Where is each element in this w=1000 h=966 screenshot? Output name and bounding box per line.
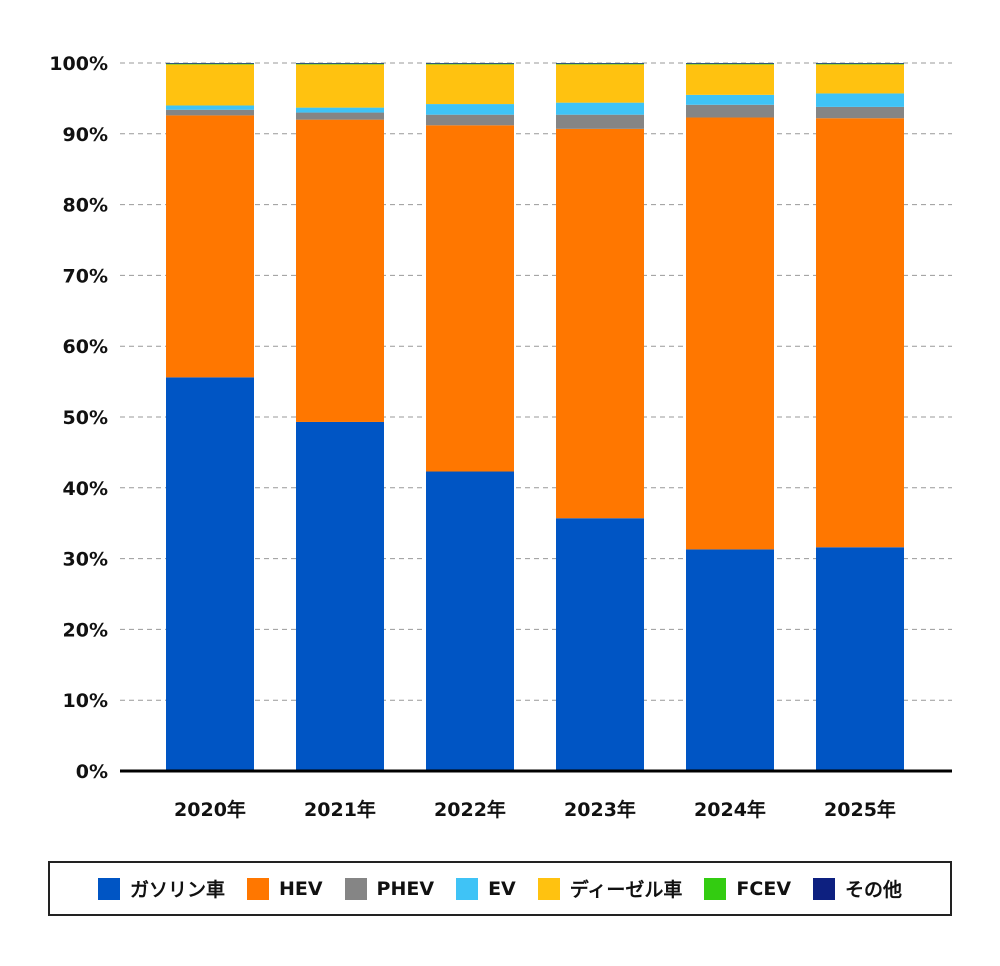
y-tick-label: 0% [76, 761, 108, 783]
bar-segment [556, 128, 644, 519]
bar-segment [686, 64, 774, 95]
gridlines [120, 62, 952, 701]
stacked-bar-chart: 0%10%20%30%40%50%60%70%80%90%100% 2020年 2… [49, 53, 952, 821]
legend-item: その他 [813, 875, 902, 902]
y-tick-label: 80% [63, 195, 108, 217]
bar-segment [556, 114, 644, 129]
y-tick-label: 90% [63, 124, 108, 146]
bar-segment [686, 94, 774, 105]
legend-item: FCEV [704, 877, 792, 900]
legend-item: HEV [246, 877, 323, 900]
bar-segment [426, 125, 514, 472]
legend-label: ガソリン車 [129, 879, 225, 901]
y-tick-label: 60% [63, 336, 108, 358]
y-tick-label: 70% [63, 265, 108, 287]
bar-segment [816, 118, 904, 548]
legend-swatch [456, 877, 479, 900]
bar-segment [296, 63, 384, 64]
bar-segment [166, 109, 254, 116]
bars [166, 63, 904, 771]
bar-segment [686, 104, 774, 118]
legend-label: その他 [845, 879, 903, 901]
bar-segment [556, 102, 644, 115]
bar-segment [426, 114, 514, 126]
y-tick-label: 50% [63, 407, 108, 429]
legend-swatch [813, 877, 836, 900]
legend-item: PHEV [344, 877, 435, 900]
bar-segment [556, 63, 644, 65]
y-tick-label: 10% [63, 690, 108, 712]
x-axis-ticks: 2020年 2021年 2022年 2023年 2024年 2025年 [174, 798, 896, 821]
bar-segment [556, 63, 644, 64]
x-tick-label: 2022年 [434, 798, 506, 821]
bar-segment [426, 63, 514, 65]
bar-segment [816, 63, 904, 65]
legend-label: HEV [278, 877, 323, 900]
bar-segment [296, 64, 384, 108]
legend-swatch [537, 877, 560, 900]
bar-segment [686, 63, 774, 65]
bar-segment [166, 105, 254, 110]
bar-segment [296, 421, 384, 771]
legend-label: ディーゼル車 [569, 879, 683, 901]
bar-segment [296, 63, 384, 65]
legend-label: FCEV [736, 877, 792, 900]
bar-segment [686, 117, 774, 550]
y-tick-label: 30% [63, 549, 108, 571]
bar-segment [166, 63, 254, 64]
x-tick-label: 2025年 [824, 798, 896, 821]
bar-segment [166, 63, 254, 65]
legend-swatch [246, 877, 269, 900]
x-tick-label: 2024年 [694, 798, 766, 821]
x-tick-label: 2020年 [174, 798, 246, 821]
y-tick-label: 40% [63, 478, 108, 500]
legend-item: ディーゼル車 [537, 875, 683, 902]
bar-segment [816, 64, 904, 94]
legend-swatch [704, 877, 727, 900]
x-tick-label: 2023年 [564, 798, 636, 821]
y-tick-label: 100% [49, 53, 108, 75]
legend-label: PHEV [376, 877, 435, 900]
y-axis-ticks: 0% 10% 20% 30% 40% 50% 60% 70% 80% 90% 100% [49, 53, 108, 783]
bar-segment [816, 547, 904, 771]
y-tick-label: 20% [63, 619, 108, 641]
legend-item: EV [456, 877, 516, 900]
bar-segment [686, 549, 774, 771]
legend-swatch [344, 877, 367, 900]
bar-segment [296, 107, 384, 113]
bar-segment [686, 63, 774, 64]
bar-segment [426, 104, 514, 115]
bar-segment [166, 377, 254, 771]
bar-segment [556, 518, 644, 771]
legend-label: EV [488, 877, 516, 900]
bar-segment [166, 115, 254, 378]
bar-segment [426, 64, 514, 105]
bar-segment [166, 64, 254, 106]
bar-segment [426, 63, 514, 64]
x-tick-label: 2021年 [304, 798, 376, 821]
legend-swatch [97, 877, 120, 900]
bar-segment [816, 106, 904, 119]
legend-item: ガソリン車 [97, 875, 225, 902]
bar-segment [816, 63, 904, 64]
bar-segment [296, 119, 384, 422]
bar-segment [816, 93, 904, 107]
bar-segment [296, 112, 384, 120]
legend: ガソリン車 HEV PHEV EV ディーゼル車 FCEV その他 [48, 861, 952, 916]
bar-segment [426, 471, 514, 771]
bar-segment [556, 64, 644, 103]
